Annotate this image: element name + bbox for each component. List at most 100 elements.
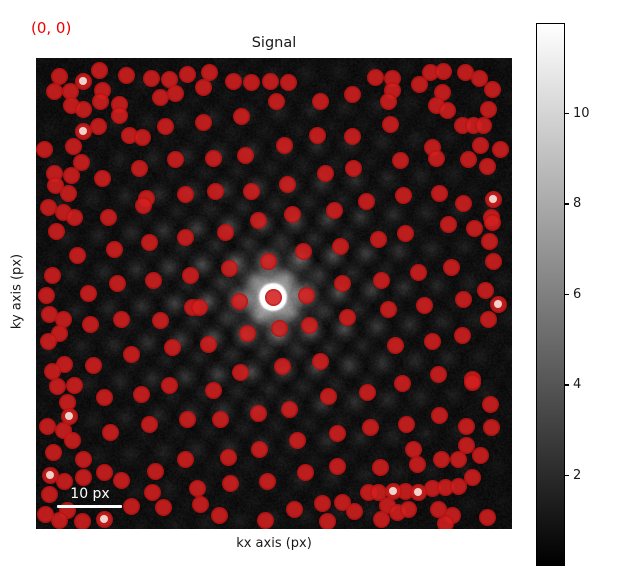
peak-marker bbox=[454, 290, 472, 308]
peak-marker bbox=[216, 223, 234, 241]
peak-marker bbox=[151, 88, 169, 106]
peak-marker bbox=[37, 286, 55, 304]
peak-marker bbox=[238, 324, 256, 342]
peak-marker bbox=[74, 100, 92, 118]
peak-marker bbox=[283, 205, 301, 223]
y-axis-label: ky axis (px) bbox=[9, 253, 25, 330]
peak-marker bbox=[46, 176, 64, 194]
peak-marker bbox=[74, 450, 92, 468]
peak-marker bbox=[122, 497, 140, 515]
peak-marker bbox=[331, 237, 349, 255]
peak-marker bbox=[479, 310, 497, 328]
peak-marker bbox=[166, 150, 184, 168]
peak-marker bbox=[456, 63, 474, 81]
peak-marker bbox=[134, 196, 152, 214]
peak-marker bbox=[361, 418, 379, 436]
peak-marker bbox=[478, 157, 496, 175]
peak-marker bbox=[242, 182, 260, 200]
peak-marker bbox=[459, 150, 477, 168]
peak-marker bbox=[110, 106, 128, 124]
peak-marker bbox=[427, 149, 445, 167]
peak-marker bbox=[160, 376, 178, 394]
peak-marker bbox=[438, 101, 456, 119]
colorbar-tick-label: 10 bbox=[573, 105, 590, 121]
peak-marker bbox=[483, 213, 501, 231]
colorbar-tick-mark bbox=[565, 203, 569, 205]
peak-marker-bright bbox=[384, 482, 402, 500]
peak-marker bbox=[396, 224, 414, 242]
peak-marker bbox=[371, 458, 389, 476]
peak-marker bbox=[478, 508, 496, 526]
peak-marker bbox=[449, 477, 467, 495]
peak-marker bbox=[476, 281, 494, 299]
peak-marker bbox=[328, 424, 346, 442]
peak-marker bbox=[59, 184, 77, 202]
peak-marker bbox=[43, 266, 61, 284]
peak-marker bbox=[264, 288, 282, 306]
peak-marker bbox=[372, 510, 390, 528]
peak-marker bbox=[191, 495, 209, 513]
peak-marker bbox=[484, 252, 502, 270]
peak-marker bbox=[65, 376, 83, 394]
peak-marker bbox=[357, 192, 375, 210]
peak-marker bbox=[294, 242, 312, 260]
peak-marker bbox=[436, 478, 454, 496]
peak-marker bbox=[379, 92, 397, 110]
peak-marker bbox=[429, 365, 447, 383]
peak-marker bbox=[211, 410, 229, 428]
peak-marker bbox=[64, 137, 82, 155]
peak-marker bbox=[288, 431, 306, 449]
peak-marker bbox=[275, 136, 293, 154]
peak-marker bbox=[397, 415, 415, 433]
peak-marker bbox=[474, 116, 492, 134]
peak-marker bbox=[423, 479, 441, 497]
peak-marker bbox=[54, 310, 72, 328]
peak-marker bbox=[39, 332, 57, 350]
peak-marker bbox=[313, 494, 331, 512]
peak-marker bbox=[112, 471, 130, 489]
peak-marker bbox=[61, 82, 79, 100]
peak-marker bbox=[297, 286, 315, 304]
peak-marker bbox=[394, 186, 412, 204]
peak-marker bbox=[463, 468, 481, 486]
peak-marker bbox=[55, 472, 73, 490]
peak-marker bbox=[176, 185, 194, 203]
peak-marker bbox=[112, 310, 130, 328]
peak-marker bbox=[250, 440, 268, 458]
peak-marker bbox=[73, 512, 91, 529]
peak-marker bbox=[449, 450, 467, 468]
peak-marker bbox=[296, 463, 314, 481]
peak-marker bbox=[108, 274, 126, 292]
peak-marker bbox=[393, 374, 411, 392]
peak-marker bbox=[430, 406, 448, 424]
peak-marker bbox=[84, 356, 102, 374]
x-axis-label: kx axis (px) bbox=[236, 536, 312, 551]
peak-marker bbox=[249, 211, 267, 229]
peak-marker bbox=[236, 146, 254, 164]
peak-marker bbox=[140, 233, 158, 251]
peak-marker bbox=[101, 423, 119, 441]
peak-marker bbox=[178, 65, 196, 83]
peak-marker bbox=[280, 400, 298, 418]
peak-marker bbox=[190, 298, 208, 316]
peak-marker bbox=[381, 115, 399, 133]
peak-marker bbox=[442, 258, 460, 276]
peak-marker bbox=[270, 319, 288, 337]
peak-marker bbox=[89, 117, 107, 135]
peak-marker bbox=[318, 512, 336, 529]
peak-marker bbox=[44, 443, 62, 461]
peak-marker bbox=[454, 194, 472, 212]
peak-marker bbox=[344, 159, 362, 177]
peak-marker bbox=[219, 448, 237, 466]
peak-marker bbox=[133, 128, 151, 146]
peak-marker bbox=[65, 208, 83, 226]
peak-marker bbox=[328, 457, 346, 475]
peak-marker bbox=[36, 140, 53, 158]
peak-marker bbox=[278, 175, 296, 193]
peak-marker bbox=[470, 69, 488, 87]
peak-marker bbox=[95, 388, 113, 406]
peak-marker bbox=[319, 387, 337, 405]
peak-marker bbox=[429, 500, 447, 518]
peak-marker bbox=[415, 296, 433, 314]
